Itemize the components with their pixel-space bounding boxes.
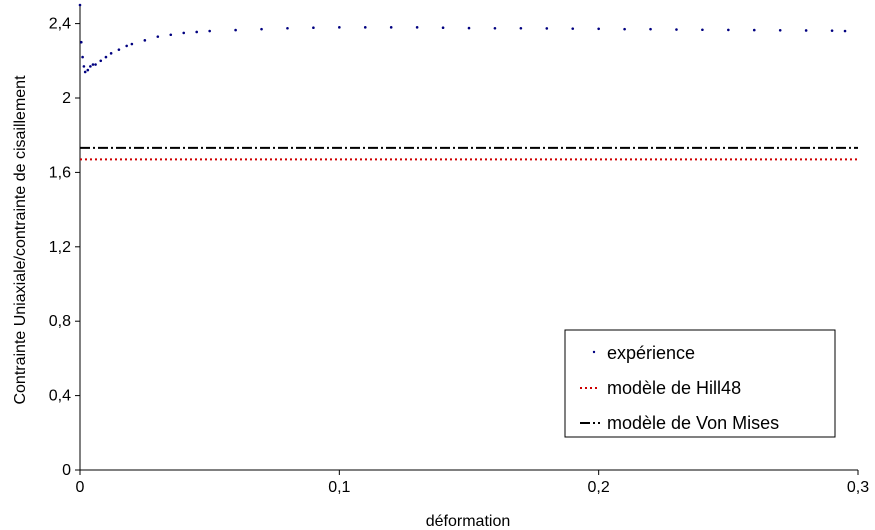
legend-box: [564, 329, 836, 438]
data-point: [675, 28, 678, 31]
data-point: [701, 28, 704, 32]
x-tick-label: 0,1: [328, 479, 350, 496]
data-point: [89, 65, 92, 68]
data-point: [493, 26, 497, 30]
data-point: [234, 28, 237, 32]
data-point: [415, 26, 419, 29]
legend-item-von-mises: modèle de Von Mises: [580, 413, 779, 433]
data-point: [195, 30, 198, 34]
data-point: [649, 27, 652, 31]
x-axis-title: déformation: [426, 513, 511, 530]
data-point: [169, 33, 173, 37]
data-point: [83, 70, 87, 74]
data-point: [94, 63, 97, 66]
data-point: [125, 44, 128, 48]
y-tick-label: 1,2: [49, 239, 71, 256]
legend-marker-dot: [592, 350, 596, 354]
y-tick-label: 0,8: [49, 313, 71, 330]
legend-label: expérience: [607, 343, 695, 363]
data-point: [312, 26, 315, 29]
data-point: [467, 26, 471, 30]
data-point: [86, 68, 90, 72]
data-point: [81, 55, 84, 59]
plot-area: 0 0,4 0,8 1,2 1,6 2 2,4 0 0,1 0,2 0,3: [49, 3, 869, 496]
data-point: [623, 27, 626, 31]
legend-label: modèle de Hill48: [607, 378, 741, 398]
data-point: [109, 52, 113, 55]
data-point: [99, 59, 103, 63]
legend: expérience modèle de Hill48 modèle de Vo…: [564, 329, 836, 438]
y-tick-label: 0,4: [49, 388, 71, 405]
data-point: [338, 26, 341, 29]
x-tick-label: 0,2: [588, 479, 610, 496]
data-point: [441, 26, 445, 29]
data-point: [82, 65, 86, 68]
legend-label: modèle de Von Mises: [607, 413, 779, 433]
data-point: [752, 28, 756, 32]
data-point: [830, 29, 834, 32]
y-tick-label: 0: [62, 462, 71, 479]
y-tick-label: 2,4: [49, 16, 71, 33]
data-point: [208, 29, 211, 33]
data-point: [519, 26, 523, 30]
data-point: [286, 26, 289, 30]
data-point: [571, 27, 575, 30]
data-point: [91, 63, 95, 66]
y-tick-label: 2: [62, 90, 71, 107]
data-point: [260, 27, 263, 31]
data-point: [597, 27, 600, 31]
data-point: [363, 26, 367, 29]
data-point: [545, 27, 549, 30]
x-tick-label: 0,3: [847, 479, 869, 496]
x-tick-label: 0: [76, 479, 85, 496]
y-tick-label: 1,6: [49, 164, 71, 181]
data-point: [804, 29, 808, 32]
data-point: [156, 35, 160, 38]
data-point: [389, 26, 393, 29]
legend-item-hill48: modèle de Hill48: [580, 378, 741, 398]
data-point: [182, 31, 186, 35]
data-point: [143, 39, 147, 42]
data-point: [727, 28, 730, 32]
data-point: [79, 40, 83, 44]
data-point: [778, 28, 782, 32]
data-point: [130, 42, 134, 46]
data-point: [117, 48, 121, 51]
data-point: [104, 55, 108, 59]
data-point: [78, 3, 82, 7]
y-axis-title: Contrainte Uniaxiale/contrainte de cisai…: [12, 75, 29, 405]
legend-item-experience: expérience: [592, 343, 695, 363]
data-point: [843, 29, 847, 33]
